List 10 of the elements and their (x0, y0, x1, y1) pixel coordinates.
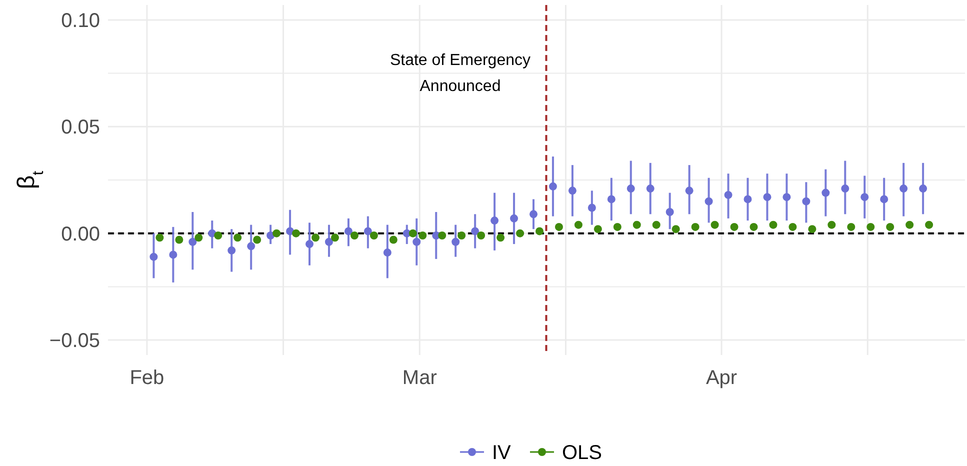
y-tick-label: −0.05 (49, 330, 100, 352)
y-tick-label: 0.00 (61, 223, 100, 246)
y-tick-label: 0.05 (61, 116, 100, 139)
annotation: State of Emergency Announced (390, 52, 530, 95)
x-tick-label: Feb (130, 367, 164, 389)
x-tick-label: Mar (402, 367, 438, 389)
legend-label: IV (492, 442, 512, 464)
legend-label: OLS (562, 442, 602, 464)
x-tick-label: Apr (706, 367, 738, 389)
y-tick-label: 0.10 (61, 10, 100, 32)
